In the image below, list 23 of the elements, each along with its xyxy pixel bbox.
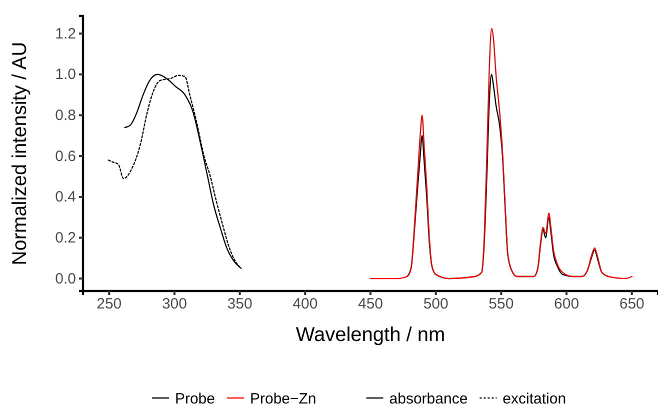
y-tick-label: 1.2 — [55, 25, 76, 42]
line-series — [370, 28, 632, 280]
legend-label: absorbance — [389, 390, 468, 408]
x-tick-label: 600 — [554, 296, 580, 313]
y-tick-label: 1.0 — [55, 66, 76, 84]
x-axis-title: Wavelength / nm — [296, 324, 446, 346]
x-tick-label: 450 — [358, 296, 384, 313]
y-tick-label: 0.8 — [55, 107, 76, 124]
y-tick-label: 0.6 — [55, 148, 76, 165]
x-tick-label: 400 — [292, 296, 318, 313]
legend-label: excitation — [502, 390, 566, 408]
legend-label: Probe — [174, 390, 215, 408]
y-tick-label: 0.0 — [55, 270, 76, 288]
x-tick-label: 500 — [423, 296, 448, 313]
legend-label: Probe−Zn — [250, 390, 316, 408]
x-tick-label: 550 — [488, 296, 514, 313]
y-tick-label: 0.4 — [55, 188, 76, 206]
x-tick-label: 350 — [227, 296, 252, 313]
y-axis-title: Normalized intensity / AU — [9, 42, 31, 266]
x-tick-label: 650 — [619, 296, 644, 313]
x-tick-label: 300 — [162, 296, 187, 313]
y-tick-label: 0.2 — [55, 230, 76, 247]
x-tick-label: 250 — [96, 296, 122, 313]
